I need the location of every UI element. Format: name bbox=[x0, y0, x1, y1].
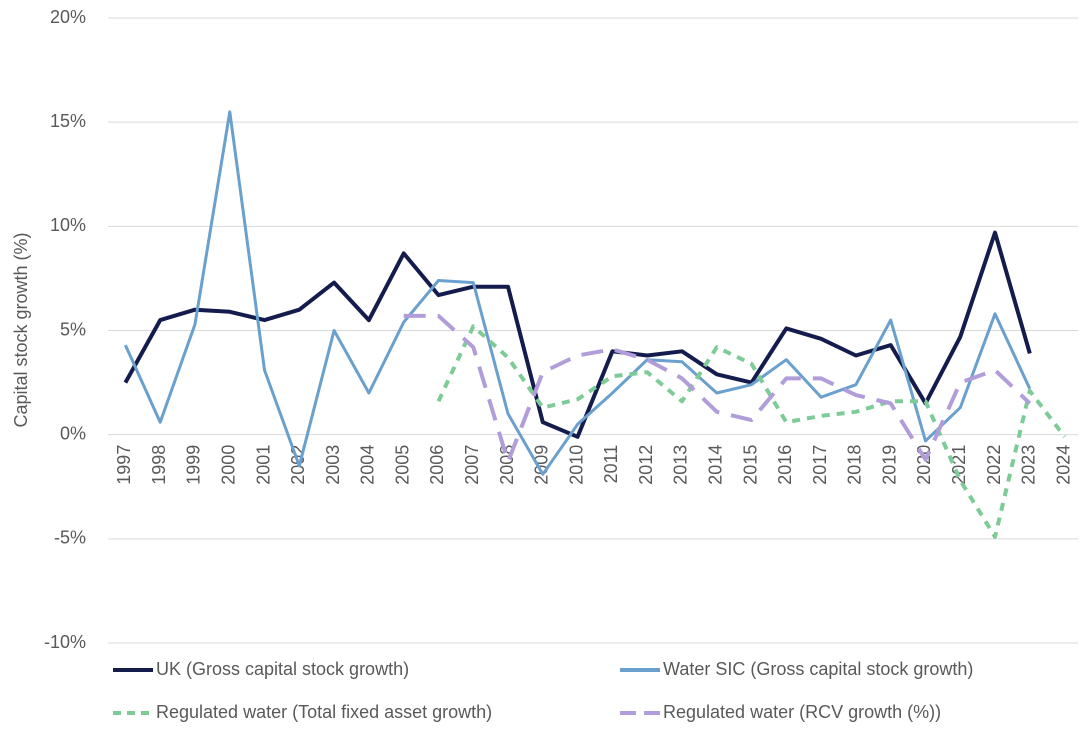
x-tick-label: 2007 bbox=[462, 445, 482, 485]
x-tick-label: 1997 bbox=[114, 445, 134, 485]
x-tick-label: 2019 bbox=[879, 445, 899, 485]
x-tick-label: 2004 bbox=[358, 445, 378, 485]
x-tick-label: 2014 bbox=[706, 445, 726, 485]
x-tick-label: 2006 bbox=[427, 445, 447, 485]
legend-label: Regulated water (RCV growth (%)) bbox=[663, 702, 941, 722]
series-line bbox=[124, 110, 1032, 476]
legend-label: UK (Gross capital stock growth) bbox=[156, 659, 409, 679]
x-tick-label: 2020 bbox=[914, 445, 934, 485]
y-tick-label: 20% bbox=[50, 7, 86, 27]
y-tick-label: -10% bbox=[44, 632, 86, 652]
x-tick-label: 2015 bbox=[740, 445, 760, 485]
x-tick-label: 2024 bbox=[1053, 445, 1073, 485]
legend-label: Water SIC (Gross capital stock growth) bbox=[663, 659, 973, 679]
x-tick-label: 2005 bbox=[392, 445, 412, 485]
x-tick-label: 2001 bbox=[253, 445, 273, 485]
y-tick-label: 15% bbox=[50, 111, 86, 131]
x-tick-label: 2012 bbox=[636, 445, 656, 485]
x-tick-label: 2009 bbox=[532, 445, 552, 485]
series-line bbox=[123, 230, 1032, 439]
series-line bbox=[436, 324, 1067, 539]
series-line bbox=[403, 313, 1032, 464]
x-tick-label: 2010 bbox=[566, 445, 586, 485]
x-tick-label: 2022 bbox=[984, 445, 1004, 485]
y-tick-label: 5% bbox=[60, 319, 86, 339]
x-tick-label: 2017 bbox=[810, 445, 830, 485]
x-tick-label: 2018 bbox=[845, 445, 865, 485]
x-tick-label: 2000 bbox=[219, 445, 239, 485]
y-tick-label: 0% bbox=[60, 423, 86, 443]
y-tick-label: -5% bbox=[54, 528, 86, 548]
x-tick-label: 1999 bbox=[184, 445, 204, 485]
x-tick-label: 2016 bbox=[775, 445, 795, 485]
x-tick-label: 2013 bbox=[671, 445, 691, 485]
y-tick-label: 10% bbox=[50, 215, 86, 235]
x-tick-label: 2021 bbox=[949, 445, 969, 485]
x-tick-label: 1998 bbox=[149, 445, 169, 485]
legend-label: Regulated water (Total fixed asset growt… bbox=[156, 702, 492, 722]
x-tick-label: 2023 bbox=[1019, 445, 1039, 485]
x-tick-label: 2003 bbox=[323, 445, 343, 485]
y-axis-label: Capital stock growth (%) bbox=[11, 232, 31, 427]
x-tick-label: 2011 bbox=[601, 445, 621, 484]
